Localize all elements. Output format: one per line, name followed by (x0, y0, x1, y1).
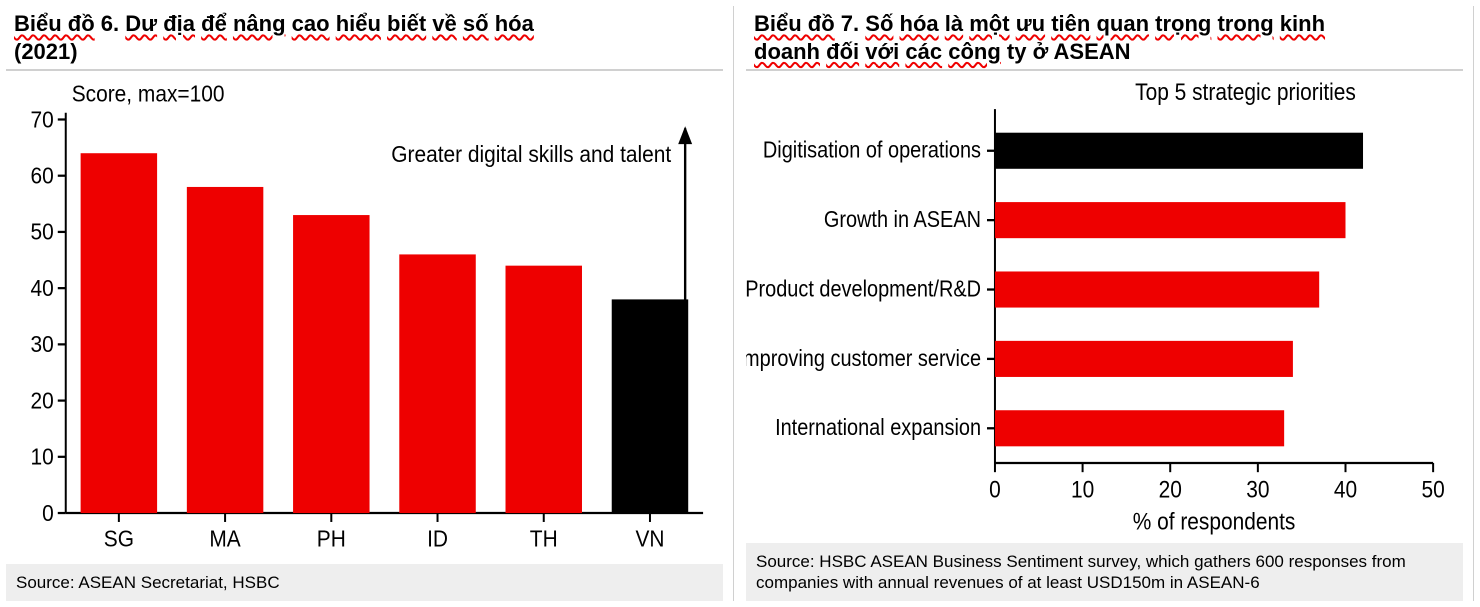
chart7-panel: Biểu đồ 7. Số hóa là một ưu tiên quan tr… (746, 6, 1474, 601)
svg-text:Product development/R&D: Product development/R&D (746, 276, 981, 302)
svg-text:20: 20 (31, 387, 54, 413)
svg-text:70: 70 (31, 106, 54, 132)
chart6-plot: 0 10 20 30 40 50 60 70 SG MA PH ID TH VN Score, max=10… (6, 77, 723, 558)
svg-text:0: 0 (989, 476, 1001, 503)
chart7-source: Source: HSBC ASEAN Business Sentiment su… (746, 543, 1463, 602)
svg-text:0: 0 (42, 500, 54, 526)
chart7-title-line2: doanh đối với các công ty ở ASEAN (754, 39, 1131, 64)
svg-text:Greater digital skills and tal: Greater digital skills and talent (391, 141, 672, 167)
svg-text:Top 5 strategic priorities: Top 5 strategic priorities (1135, 79, 1356, 106)
svg-text:30: 30 (1246, 476, 1269, 503)
svg-text:Score, max=100: Score, max=100 (72, 80, 225, 106)
svg-text:International expansion: International expansion (775, 415, 981, 441)
svg-text:VN: VN (635, 525, 664, 551)
svg-text:Improving customer service: Improving customer service (746, 345, 981, 371)
chart6-title-line2: (2021) (14, 39, 78, 64)
svg-text:40: 40 (31, 275, 54, 301)
svg-text:60: 60 (31, 162, 54, 188)
svg-text:30: 30 (31, 331, 54, 357)
chart7-plot: 0 10 20 30 40 50 Top 5 strategic priorities Dig… (746, 77, 1463, 537)
svg-text:% of respondents: % of respondents (1133, 508, 1296, 535)
chart7-title-line1: Biểu đồ 7. Số hóa là một ưu tiên quan tr… (754, 11, 1325, 36)
chart7-title: Biểu đồ 7. Số hóa là một ưu tiên quan tr… (746, 6, 1463, 71)
svg-text:10: 10 (31, 444, 54, 470)
svg-text:Growth in ASEAN: Growth in ASEAN (824, 207, 981, 233)
svg-text:TH: TH (530, 525, 558, 551)
svg-text:10: 10 (1071, 476, 1094, 503)
svg-text:20: 20 (1159, 476, 1182, 503)
svg-text:40: 40 (1334, 476, 1357, 503)
svg-text:SG: SG (104, 525, 134, 551)
svg-text:PH: PH (317, 525, 346, 551)
svg-text:50: 50 (31, 219, 54, 245)
svg-text:MA: MA (209, 525, 241, 551)
chart6-source: Source: ASEAN Secretariat, HSBC (6, 564, 723, 601)
svg-text:Digitisation of operations: Digitisation of operations (763, 137, 981, 163)
chart6-panel: Biểu đồ 6. Dư địa để nâng cao hiểu biết … (6, 6, 734, 601)
svg-text:50: 50 (1421, 476, 1444, 503)
chart6-title: Biểu đồ 6. Dư địa để nâng cao hiểu biết … (6, 6, 723, 71)
chart6-title-line1: Biểu đồ 6. Dư địa để nâng cao hiểu biết … (14, 11, 534, 36)
svg-text:ID: ID (427, 525, 448, 551)
